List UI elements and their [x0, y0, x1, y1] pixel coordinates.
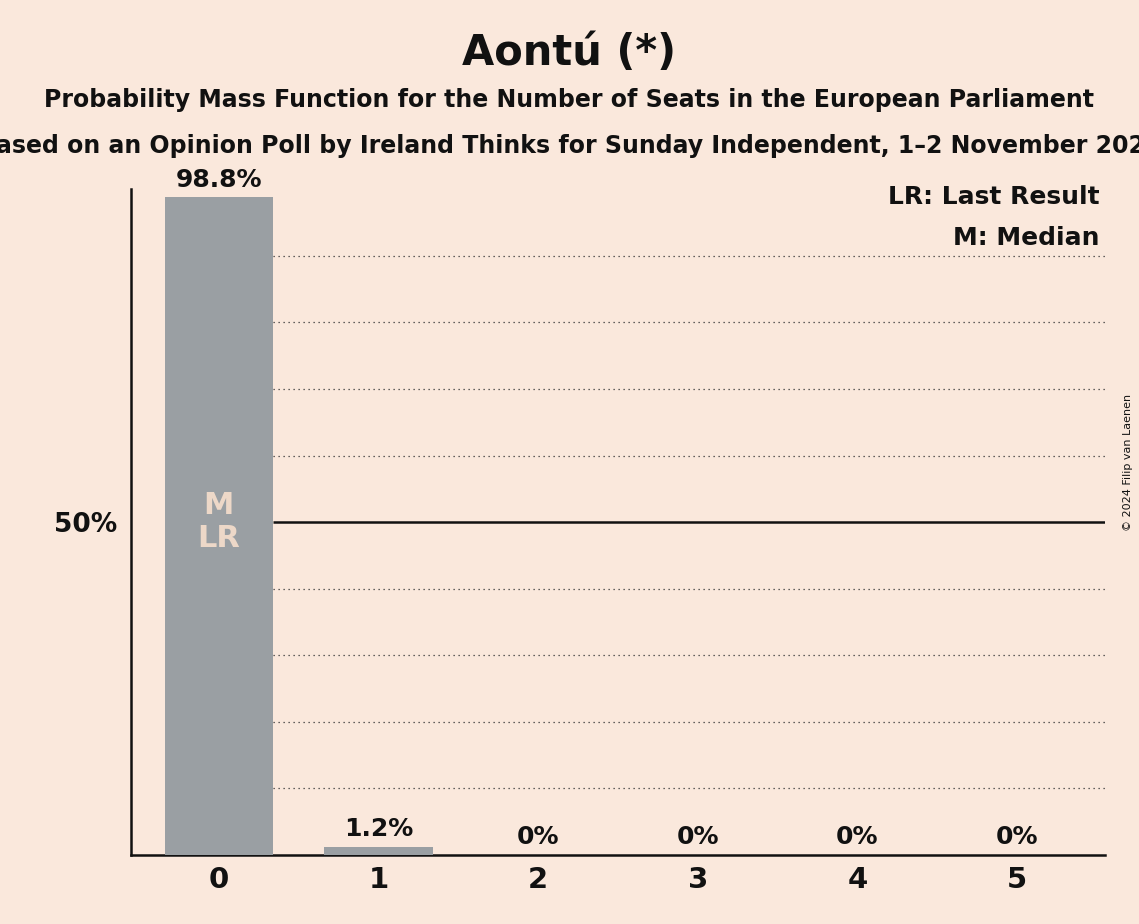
- Text: Probability Mass Function for the Number of Seats in the European Parliament: Probability Mass Function for the Number…: [44, 88, 1095, 112]
- Text: 1.2%: 1.2%: [344, 818, 413, 842]
- Text: M: Median: M: Median: [952, 226, 1099, 250]
- Bar: [164, 198, 273, 855]
- Bar: [325, 846, 433, 855]
- Text: Based on an Opinion Poll by Ireland Thinks for Sunday Independent, 1–2 November : Based on an Opinion Poll by Ireland Thin…: [0, 134, 1139, 158]
- Text: 0%: 0%: [836, 825, 878, 849]
- Text: 0%: 0%: [995, 825, 1039, 849]
- Text: 0%: 0%: [677, 825, 719, 849]
- Text: Aontú (*): Aontú (*): [462, 32, 677, 74]
- Text: © 2024 Filip van Laenen: © 2024 Filip van Laenen: [1123, 394, 1133, 530]
- Text: M
LR: M LR: [197, 491, 240, 553]
- Text: 0%: 0%: [517, 825, 559, 849]
- Text: LR: Last Result: LR: Last Result: [887, 185, 1099, 209]
- Text: 98.8%: 98.8%: [175, 168, 262, 192]
